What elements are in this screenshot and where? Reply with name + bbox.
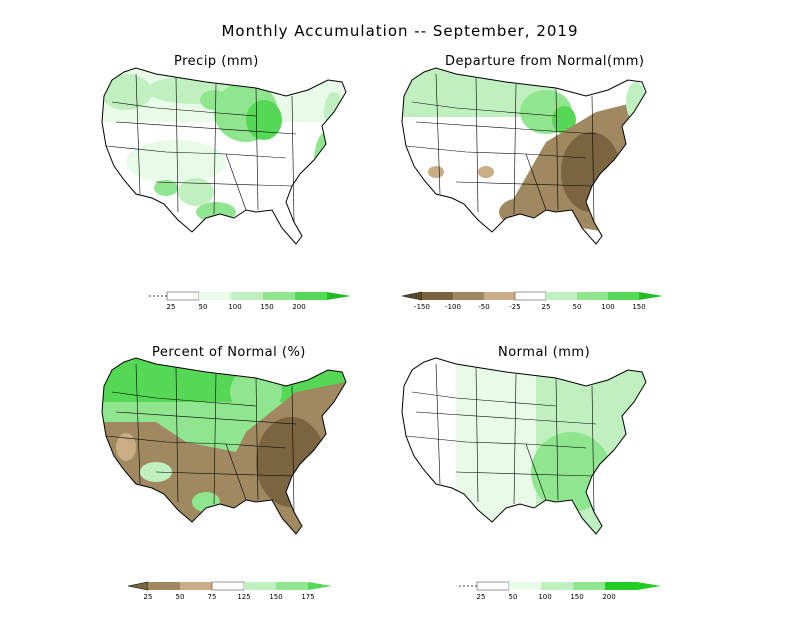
legend-swatch (244, 582, 276, 590)
normal-legend: 25 50 100 150 200 (459, 581, 661, 601)
legend-swatch (263, 292, 295, 300)
legend-swatch (180, 582, 212, 590)
normal-panel-title: Normal (mm) (498, 345, 591, 360)
legend-tick-label: 25 (144, 593, 153, 601)
precip-map (101, 67, 347, 245)
legend-tick-label: 50 (199, 303, 208, 311)
legend-tick-label: 75 (208, 593, 217, 601)
legend-left-triangle (127, 581, 149, 591)
legend-swatch (231, 292, 263, 300)
legend-swatch (541, 582, 573, 590)
legend-tick-label: 100 (538, 593, 551, 601)
legend-swatch (608, 292, 639, 300)
legend-tick-label: 50 (573, 303, 582, 311)
precip-legend: 25 50 100 150 200 (149, 291, 351, 311)
legend-tick-label: 150 (269, 593, 282, 601)
legend-swatch (484, 292, 515, 300)
legend-tick-label: 50 (176, 593, 185, 601)
legend-tick-label: 150 (632, 303, 645, 311)
departure-legend: -150 -100 -50 -25 25 50 100 150 (401, 291, 663, 311)
legend-swatch (573, 582, 605, 590)
percent-panel-title: Percent of Normal (%) (152, 345, 306, 360)
legend-swatch (605, 582, 637, 590)
legend-swatch (295, 292, 327, 300)
legend-swatch (148, 582, 180, 590)
legend-right-triangle (639, 292, 663, 300)
legend-swatch (453, 292, 484, 300)
legend-swatch (211, 581, 245, 591)
departure-map (401, 67, 647, 245)
legend-tick-label: 50 (509, 593, 518, 601)
legend-tick-label: 25 (542, 303, 551, 311)
legend-swatch (199, 292, 231, 300)
legend-swatch (546, 292, 577, 300)
legend-right-triangle (327, 292, 351, 300)
legend-swatch (166, 291, 200, 301)
legend-tick-label: -100 (445, 303, 461, 311)
legend-left-triangle (401, 291, 423, 301)
legend-tick-label: 125 (237, 593, 250, 601)
legend-tick-label: 150 (260, 303, 273, 311)
normal-map (401, 357, 647, 535)
legend-swatch (509, 582, 541, 590)
main-title: Monthly Accumulation -- September, 2019 (221, 22, 579, 40)
legend-swatch (577, 292, 608, 300)
legend-swatch (514, 291, 547, 301)
legend-tick-label: 175 (301, 593, 314, 601)
departure-panel-title: Departure from Normal(mm) (445, 54, 645, 69)
legend-tick-label: 25 (477, 593, 486, 601)
legend-tick-label: -50 (478, 303, 489, 311)
legend-tick-label: 100 (228, 303, 241, 311)
legend-tick-label: -150 (414, 303, 430, 311)
precip-panel-title: Precip (mm) (174, 54, 259, 69)
legend-right-triangle (308, 582, 332, 590)
legend-swatch (276, 582, 308, 590)
percent-map (101, 357, 347, 535)
legend-right-triangle (637, 582, 661, 590)
legend-tick-label: -25 (509, 303, 520, 311)
percent-legend: 25 50 75 125 150 175 (127, 581, 332, 601)
legend-tick-label: 150 (570, 593, 583, 601)
legend-tick-label: 100 (601, 303, 614, 311)
legend-swatch (422, 292, 453, 300)
legend-tick-label: 200 (292, 303, 305, 311)
legend-tick-label: 200 (602, 593, 615, 601)
legend-swatch (476, 581, 510, 591)
legend-tick-label: 25 (167, 303, 176, 311)
